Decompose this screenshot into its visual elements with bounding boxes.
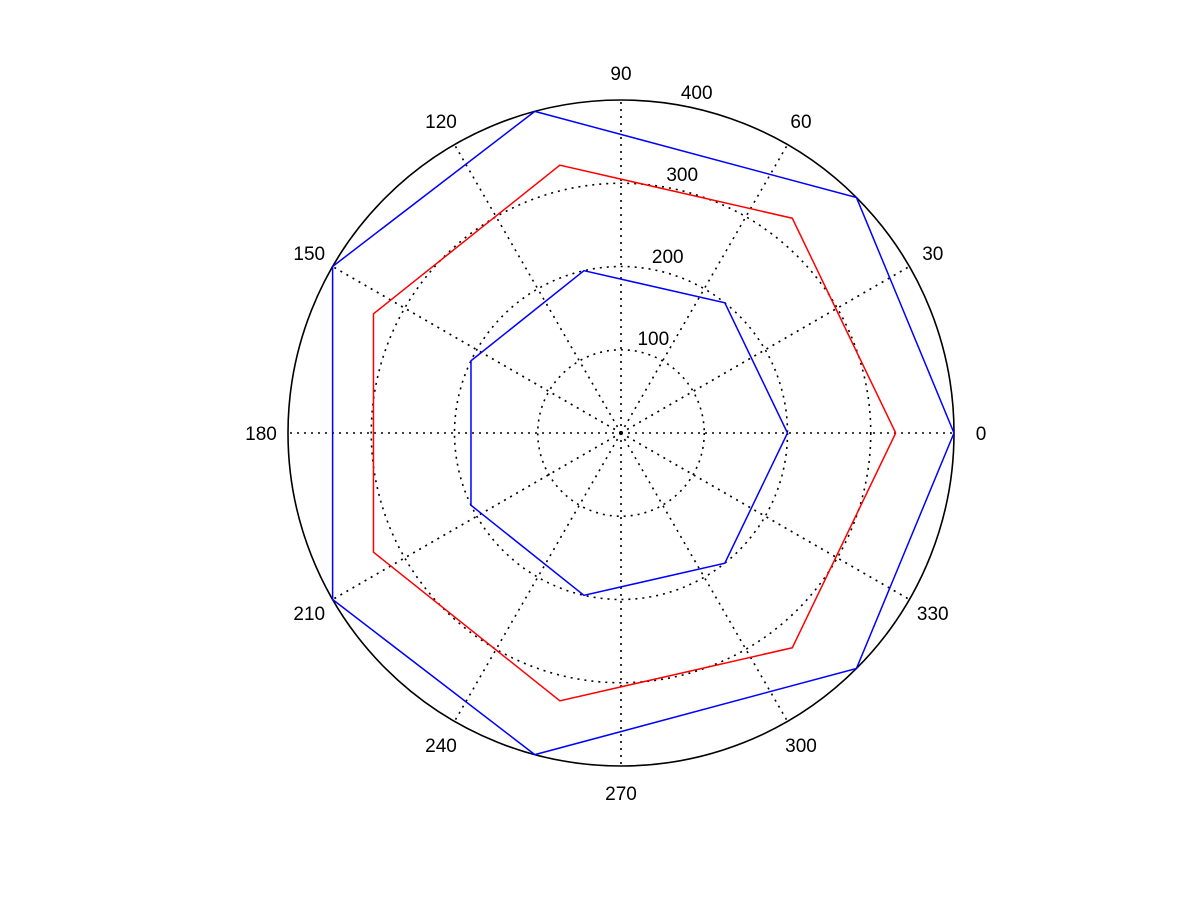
angular-gridline bbox=[453, 144, 622, 434]
tick-labels: 100 200 300 400 0 30 60 90 120 150 180 210 240 270 300… bbox=[245, 64, 986, 805]
radial-tick-label: 400 bbox=[681, 83, 713, 104]
angular-tick-label: 150 bbox=[293, 244, 325, 265]
polar-grid bbox=[287, 99, 955, 767]
angular-gridline bbox=[620, 432, 789, 722]
angular-tick-label: 300 bbox=[785, 736, 817, 757]
angular-gridline bbox=[453, 432, 622, 722]
radial-tick-label: 300 bbox=[666, 165, 698, 186]
angular-tick-label: 90 bbox=[610, 64, 631, 85]
series-line-3 bbox=[331, 110, 955, 756]
angular-gridline bbox=[620, 144, 789, 434]
angular-tick-label: 180 bbox=[245, 424, 277, 445]
series-line-2 bbox=[372, 164, 897, 702]
angular-tick-label: 330 bbox=[917, 604, 949, 625]
series-line-1 bbox=[470, 269, 789, 597]
angular-tick-label: 240 bbox=[425, 736, 457, 757]
angular-tick-label: 30 bbox=[922, 244, 943, 265]
radial-tick-label: 200 bbox=[652, 247, 684, 268]
radial-tick-label: 100 bbox=[637, 329, 669, 350]
angular-tick-label: 270 bbox=[605, 784, 637, 805]
radial-gridline bbox=[536, 348, 706, 518]
angular-gridline bbox=[620, 432, 910, 601]
angular-tick-label: 120 bbox=[425, 112, 457, 133]
angular-tick-label: 210 bbox=[293, 604, 325, 625]
radial-gridline bbox=[370, 182, 872, 684]
angular-tick-label: 60 bbox=[790, 112, 811, 133]
series-group bbox=[331, 110, 955, 756]
angular-tick-label: 0 bbox=[976, 424, 987, 445]
